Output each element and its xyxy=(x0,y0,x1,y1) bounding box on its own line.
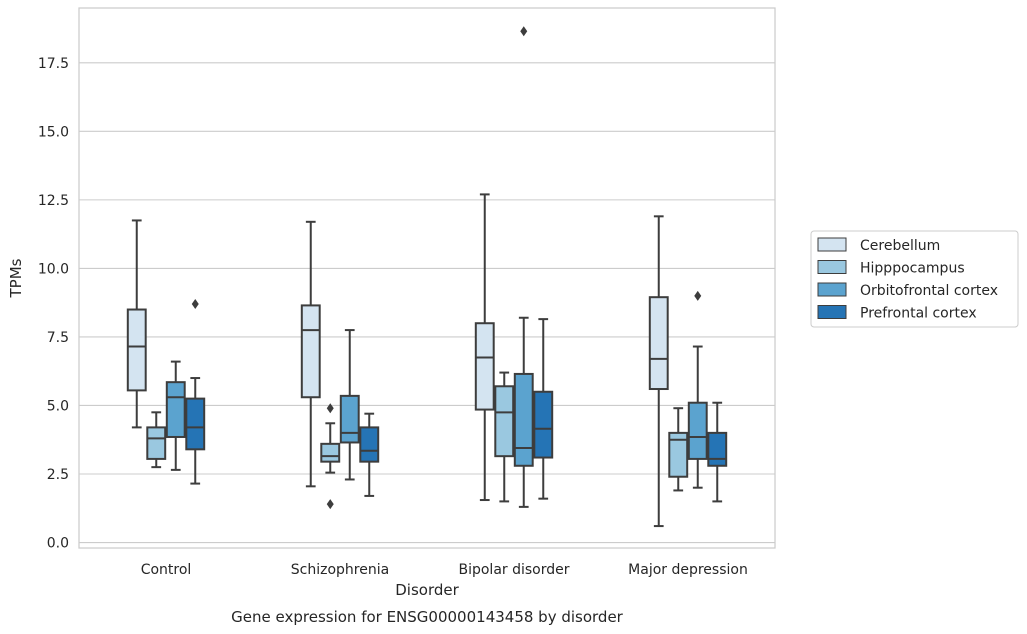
legend-frame xyxy=(810,230,1019,328)
x-tick-label: Control xyxy=(141,562,192,578)
box-element xyxy=(339,329,360,481)
box-element xyxy=(359,412,380,497)
box-iqr xyxy=(533,390,554,459)
legend-item: Orbitofrontal cortex xyxy=(817,282,998,299)
box-iqr xyxy=(494,385,515,458)
series-cerebellum xyxy=(126,193,669,528)
box-element xyxy=(533,318,554,500)
box-iqr xyxy=(320,442,341,463)
x-axis-label: Disorder xyxy=(395,581,459,599)
legend-item: Hipppocampus xyxy=(817,260,965,277)
legend-label: Orbitofrontal cortex xyxy=(860,283,998,299)
chart-caption: Gene expression for ENSG00000143458 by d… xyxy=(231,608,624,626)
y-axis-ticks: 0.0 2.5 5.0 7.5 10.0 12.5 15.0 17.5 xyxy=(38,56,69,552)
box-iqr xyxy=(359,426,380,463)
y-tick-label: 7.5 xyxy=(47,330,69,346)
box-iqr xyxy=(126,308,147,392)
legend-item: Cerebellum xyxy=(817,237,940,254)
box-element xyxy=(513,26,534,508)
box-iqr xyxy=(300,304,321,399)
outlier-point xyxy=(520,26,528,37)
plot-area-frame xyxy=(78,7,776,549)
box-iqr xyxy=(165,381,186,438)
y-tick-label: 17.5 xyxy=(38,56,69,72)
box-element xyxy=(300,220,321,488)
box-element xyxy=(320,403,341,510)
box-iqr xyxy=(707,431,728,467)
legend-swatch xyxy=(817,237,847,252)
box-iqr xyxy=(339,394,360,444)
outlier-point xyxy=(326,499,334,510)
box-element xyxy=(474,193,495,502)
box-iqr xyxy=(687,401,708,460)
box-element xyxy=(146,411,167,469)
box-iqr xyxy=(474,322,495,411)
legend-label: Cerebellum xyxy=(860,238,940,254)
series-orbitofrontal-cortex xyxy=(165,26,708,508)
x-tick-label: Major depression xyxy=(628,562,748,578)
outlier-point xyxy=(694,290,702,301)
legend-swatch xyxy=(817,260,847,274)
box-iqr xyxy=(185,397,206,451)
outlier-point xyxy=(191,299,199,310)
box-element xyxy=(165,360,186,471)
series-hipppocampus xyxy=(146,371,689,510)
x-axis-ticks: Control Schizophrenia Bipolar disorder Majo… xyxy=(141,562,748,578)
box-iqr xyxy=(648,296,669,391)
box-element xyxy=(648,215,669,528)
y-axis-label: TPMs xyxy=(7,258,25,298)
legend-item: Prefrontal cortex xyxy=(817,305,977,322)
legend: Cerebellum Hipppocampus Orbitofrontal cort… xyxy=(810,230,1019,328)
box-element xyxy=(687,290,708,489)
box-iqr xyxy=(668,431,689,478)
x-tick-label: Schizophrenia xyxy=(291,562,389,578)
box-element xyxy=(185,299,206,485)
box-iqr xyxy=(513,372,534,467)
y-tick-label: 2.5 xyxy=(47,467,69,483)
y-tick-label: 0.0 xyxy=(47,536,69,552)
legend-label: Prefrontal cortex xyxy=(860,306,977,322)
y-tick-label: 15.0 xyxy=(38,124,69,140)
legend-swatch xyxy=(817,282,847,297)
outlier-point xyxy=(326,403,334,414)
box-element xyxy=(126,219,147,429)
box-element xyxy=(494,371,515,503)
box-element xyxy=(707,401,728,503)
legend-swatch xyxy=(817,305,847,319)
box-series xyxy=(126,26,728,528)
box-element xyxy=(668,407,689,492)
legend-label: Hipppocampus xyxy=(860,261,965,277)
y-tick-label: 12.5 xyxy=(38,193,69,209)
box-iqr xyxy=(146,426,167,460)
y-tick-label: 5.0 xyxy=(47,398,69,414)
x-tick-label: Bipolar disorder xyxy=(458,562,569,578)
y-tick-label: 10.0 xyxy=(38,261,69,277)
series-prefrontal-cortex xyxy=(185,299,728,503)
